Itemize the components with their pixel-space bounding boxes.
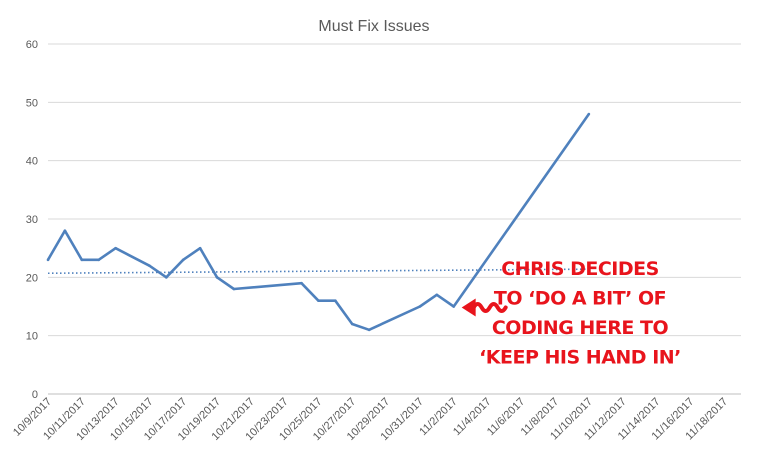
data-point (80, 258, 84, 262)
data-point (97, 258, 101, 262)
data-point (334, 299, 337, 302)
data-point (350, 322, 354, 326)
data-point (300, 281, 303, 285)
data-point (46, 258, 50, 262)
data-point (198, 246, 202, 250)
squiggle-arrow-icon (471, 302, 508, 313)
y-tick-label: 0 (32, 389, 38, 401)
gridlines (48, 43, 741, 395)
y-tick-label: 30 (26, 214, 38, 226)
data-point (114, 246, 117, 250)
y-tick-label: 10 (26, 331, 38, 343)
data-point (452, 305, 455, 308)
annotation-line: CODING HERE TO (492, 317, 669, 339)
data-point (148, 264, 151, 267)
data-point (165, 276, 168, 279)
data-point (418, 305, 422, 308)
annotation-line: TO ‘DO A BIT’ OF (494, 288, 666, 310)
arrow-head-icon (461, 298, 476, 317)
y-tick-label: 60 (26, 39, 38, 51)
annotation-line: ‘KEEP HIS HAND IN’ (479, 347, 681, 369)
data-point (63, 229, 67, 232)
annotation: CHRIS DECIDES TO ‘DO A BIT’ OF CODING HERE… (461, 258, 681, 369)
data-point (435, 293, 439, 297)
y-tick-label: 40 (26, 156, 38, 168)
y-axis-ticks: 0 10 20 30 40 50 60 (26, 39, 38, 401)
data-point (232, 287, 236, 291)
data-point (587, 112, 591, 116)
y-tick-label: 50 (26, 97, 38, 109)
y-tick-label: 20 (26, 272, 38, 284)
data-point (181, 258, 185, 262)
data-point (215, 276, 219, 279)
x-axis-ticks: 10/9/201710/11/201710/13/201710/15/20171… (11, 396, 730, 443)
series-layer (46, 112, 591, 332)
series-line (46, 113, 590, 332)
annotation-line: CHRIS DECIDES (501, 258, 659, 280)
chart-title: Must Fix Issues (318, 18, 429, 35)
data-point (367, 328, 371, 332)
data-point (317, 299, 320, 302)
